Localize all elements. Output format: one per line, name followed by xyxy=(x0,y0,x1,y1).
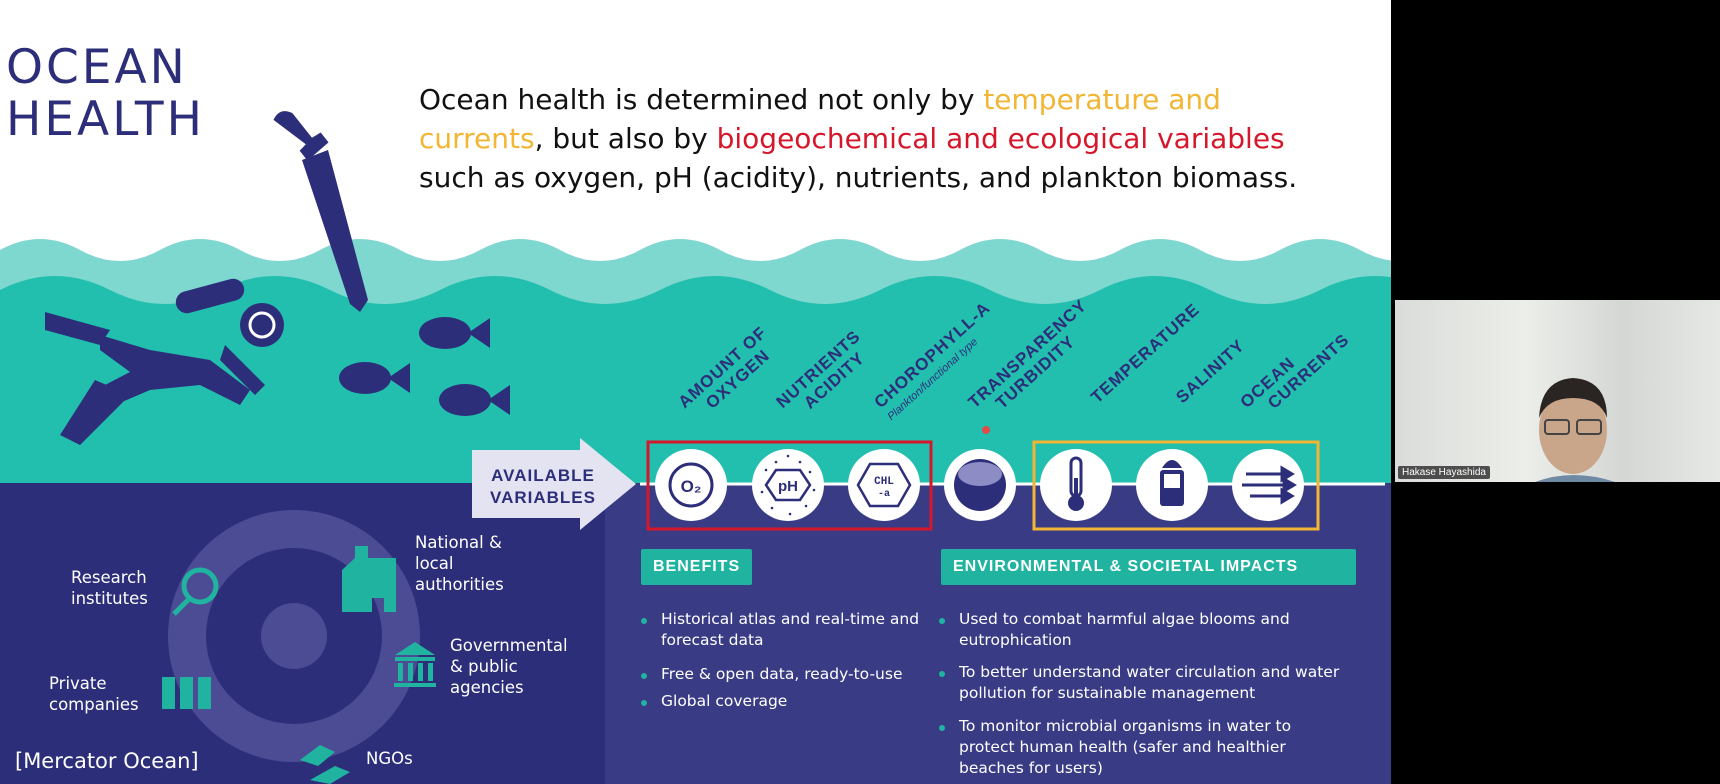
svg-text:CHL: CHL xyxy=(874,476,894,488)
government-building-icon xyxy=(394,642,436,687)
svg-text:pH: pH xyxy=(778,478,798,495)
diver-icon xyxy=(45,278,284,445)
impacts-badge: ENVIRONMENTAL & SOCIETAL IMPACTS xyxy=(941,549,1356,585)
title-line: HEALTH xyxy=(6,92,205,147)
benefit-item: Historical atlas and real-time and forec… xyxy=(641,609,931,651)
ph-icon xyxy=(760,454,816,516)
available-variables-label: AVAILABLE VARIABLES xyxy=(478,465,608,509)
svg-text:-a: -a xyxy=(878,489,890,500)
chlorophyll-icon xyxy=(856,462,912,508)
impact-item: Used to combat harmful algae blooms and … xyxy=(939,609,1299,651)
intro-text: Ocean health is determined not only by xyxy=(419,83,984,116)
intro-text: such as oxygen, pH (acidity), nutrients,… xyxy=(419,161,1298,194)
highlight-biogeochemical: biogeochemical and ecological variables xyxy=(716,122,1285,155)
svg-text:O₂: O₂ xyxy=(681,477,702,496)
impact-item: To monitor microbial organisms in water … xyxy=(939,716,1344,779)
buildings-icon xyxy=(162,677,211,709)
available-variables-arrow xyxy=(472,438,636,530)
source-credit: [Mercator Ocean] xyxy=(15,749,199,773)
participant-video-tile[interactable]: Hakase Hayashida xyxy=(1395,300,1720,482)
label-private-companies: Private companies xyxy=(49,674,139,714)
benefits-badge: BENEFITS xyxy=(641,549,753,585)
intro-paragraph: Ocean health is determined not only by t… xyxy=(419,80,1319,197)
o2-icon xyxy=(668,462,714,508)
town-hall-icon xyxy=(342,546,396,612)
hands-icon xyxy=(300,745,350,784)
title-line: OCEAN xyxy=(6,40,188,95)
label-line: VARIABLES xyxy=(490,488,596,507)
presentation-slide: O₂ pH CHL -a OCEAN HEALTH Ocean xyxy=(0,0,1391,784)
label-ngos: NGOs xyxy=(366,749,413,768)
highlight-physical: temperature and currents xyxy=(419,83,1221,155)
participant-avatar xyxy=(1535,378,1615,482)
label-research-institutes: Research institutes xyxy=(71,568,148,608)
slide-title: OCEAN HEALTH xyxy=(6,42,205,146)
fish-icon xyxy=(339,317,510,416)
benefit-item: Global coverage xyxy=(641,691,931,712)
slide-background: O₂ pH CHL -a xyxy=(0,111,1391,784)
label-line: AVAILABLE xyxy=(491,466,595,485)
biogeochemical-box xyxy=(646,440,933,531)
impact-item: To better understand water circulation a… xyxy=(939,662,1359,704)
label-governmental-agencies: Governmental & public agencies xyxy=(450,636,568,697)
benefit-item: Free & open data, ready-to-use xyxy=(641,664,941,685)
dropper-icon xyxy=(273,111,368,312)
participant-name: Hakase Hayashida xyxy=(1398,466,1490,479)
currents-icon xyxy=(1242,465,1297,505)
magnifier-icon xyxy=(172,567,219,616)
label-national-authorities: National & local authorities xyxy=(415,533,504,594)
physical-box xyxy=(1032,440,1320,531)
intro-text: , but also by xyxy=(534,122,717,155)
